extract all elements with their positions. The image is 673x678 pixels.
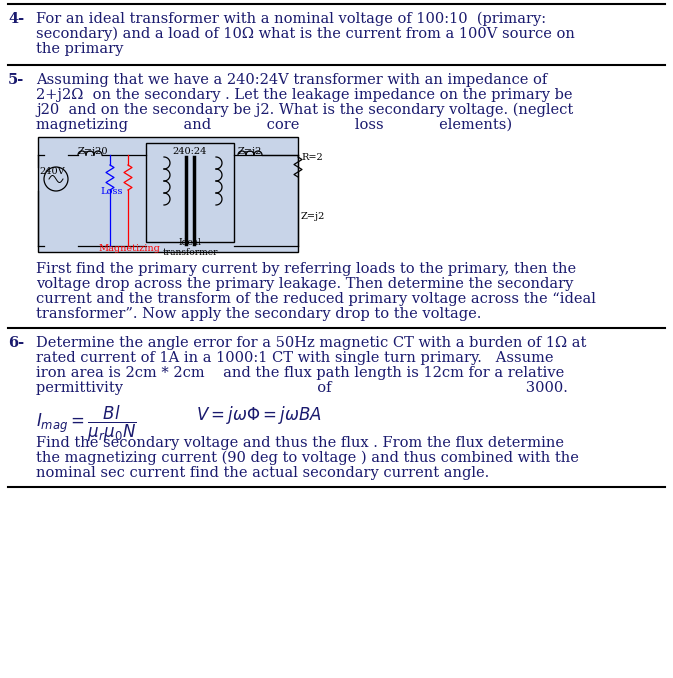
Text: 240V: 240V	[39, 167, 65, 176]
Text: 5-: 5-	[8, 73, 24, 87]
Text: Magnetizing: Magnetizing	[98, 244, 160, 253]
Text: secondary) and a load of 10Ω what is the current from a 100V source on: secondary) and a load of 10Ω what is the…	[36, 27, 575, 41]
Text: Z=j2: Z=j2	[301, 212, 325, 221]
Text: Ideal
transformer: Ideal transformer	[162, 238, 218, 258]
Text: permittivity                                          of                        : permittivity of	[36, 381, 568, 395]
Text: j20  and on the secondary be j2. What is the secondary voltage. (neglect: j20 and on the secondary be j2. What is …	[36, 103, 573, 117]
Text: 6-: 6-	[8, 336, 24, 350]
Text: the primary: the primary	[36, 42, 123, 56]
Text: magnetizing            and            core            loss            elements): magnetizing and core loss elements)	[36, 118, 512, 132]
Bar	[146, 143, 234, 242]
Text: For an ideal transformer with a nominal voltage of 100:10  (primary:: For an ideal transformer with a nominal …	[36, 12, 546, 26]
Text: Z=j20: Z=j20	[78, 147, 108, 156]
Text: transformer”. Now apply the secondary drop to the voltage.: transformer”. Now apply the secondary dr…	[36, 307, 481, 321]
Text: Z=j2: Z=j2	[238, 147, 262, 156]
Text: Assuming that we have a 240:24V transformer with an impedance of: Assuming that we have a 240:24V transfor…	[36, 73, 547, 87]
Text: nominal sec current find the actual secondary current angle.: nominal sec current find the actual seco…	[36, 466, 489, 480]
Bar	[38, 137, 298, 252]
Text: $V = j\omega\Phi = j\omega BA$: $V = j\omega\Phi = j\omega BA$	[196, 404, 322, 426]
Text: the magnetizing current (90 deg to voltage ) and thus combined with the: the magnetizing current (90 deg to volta…	[36, 451, 579, 465]
Text: First find the primary current by referring loads to the primary, then the: First find the primary current by referr…	[36, 262, 576, 276]
Text: Determine the angle error for a 50Hz magnetic CT with a burden of 1Ω at: Determine the angle error for a 50Hz mag…	[36, 336, 586, 350]
Text: Loss: Loss	[100, 188, 122, 197]
Text: 4-: 4-	[8, 12, 24, 26]
Text: current and the transform of the reduced primary voltage across the “ideal: current and the transform of the reduced…	[36, 292, 596, 306]
Text: Find the secondary voltage and thus the flux . From the flux determine: Find the secondary voltage and thus the …	[36, 436, 564, 450]
Text: 2+j2Ω  on the secondary . Let the leakage impedance on the primary be: 2+j2Ω on the secondary . Let the leakage…	[36, 88, 573, 102]
Text: R=2: R=2	[301, 153, 323, 162]
Text: 240:24: 240:24	[173, 147, 207, 156]
Text: $I_{mag} = \dfrac{Bl}{\mu_r\mu_0 N}$: $I_{mag} = \dfrac{Bl}{\mu_r\mu_0 N}$	[36, 404, 137, 444]
Text: voltage drop across the primary leakage. Then determine the secondary: voltage drop across the primary leakage.…	[36, 277, 573, 291]
Text: iron area is 2cm * 2cm    and the flux path length is 12cm for a relative: iron area is 2cm * 2cm and the flux path…	[36, 366, 564, 380]
Text: rated current of 1A in a 1000:1 CT with single turn primary.   Assume: rated current of 1A in a 1000:1 CT with …	[36, 351, 553, 365]
